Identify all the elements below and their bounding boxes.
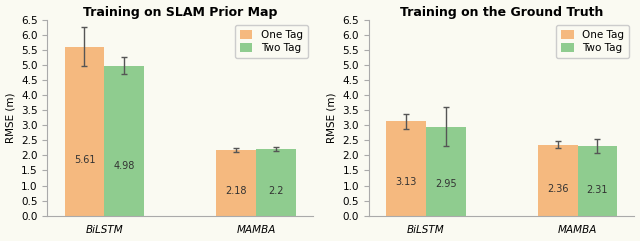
Text: 5.61: 5.61 <box>74 155 95 165</box>
Text: 2.2: 2.2 <box>268 186 284 196</box>
Bar <box>538 145 577 216</box>
Bar <box>65 47 104 216</box>
Y-axis label: RMSE (m): RMSE (m) <box>327 93 337 143</box>
Text: 2.95: 2.95 <box>435 179 456 189</box>
Bar <box>577 146 618 216</box>
Text: 2.18: 2.18 <box>225 186 247 196</box>
Text: 2.36: 2.36 <box>547 184 568 194</box>
Bar <box>256 149 296 216</box>
Title: Training on the Ground Truth: Training on the Ground Truth <box>400 6 604 19</box>
Bar <box>216 150 256 216</box>
Text: 4.98: 4.98 <box>114 161 135 171</box>
Bar <box>386 121 426 216</box>
Bar <box>104 66 144 216</box>
Legend: One Tag, Two Tag: One Tag, Two Tag <box>556 25 629 59</box>
Legend: One Tag, Two Tag: One Tag, Two Tag <box>235 25 308 59</box>
Text: 2.31: 2.31 <box>587 185 608 195</box>
Title: Training on SLAM Prior Map: Training on SLAM Prior Map <box>83 6 278 19</box>
Text: 3.13: 3.13 <box>395 177 417 187</box>
Bar <box>426 127 466 216</box>
Y-axis label: RMSE (m): RMSE (m) <box>6 93 15 143</box>
